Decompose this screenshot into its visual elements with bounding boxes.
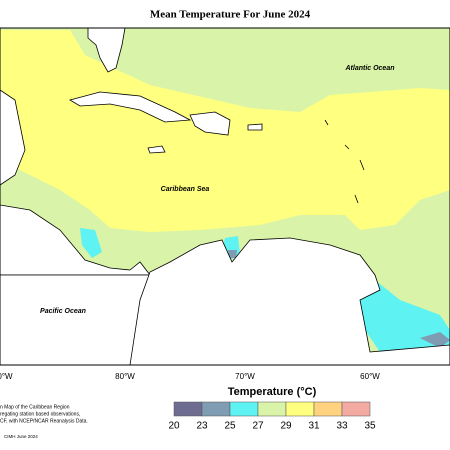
legend-swatch (285, 401, 315, 417)
legend-tick-label: 20 (168, 421, 180, 432)
longitude-label: 80°W (115, 372, 135, 381)
ocean-label: Caribbean Sea (161, 186, 210, 193)
map-title: Mean Temperature For June 2024 (150, 9, 311, 21)
legend-tick-label: 25 (224, 421, 236, 432)
longitude-label: 0°W (0, 372, 13, 381)
longitude-label: 70°W (235, 372, 255, 381)
legend-swatch (201, 401, 231, 417)
ocean-label: Atlantic Ocean (344, 65, 394, 72)
map-frame (0, 27, 450, 366)
legend-swatch (257, 401, 287, 417)
map (0, 27, 450, 366)
note: CF, with NCEP/NCAR Reanalysis Data. (0, 418, 88, 424)
legend-title: Temperature (°C) (228, 386, 317, 398)
legend-swatch (173, 401, 203, 417)
note: n Map of the Caribbean Region (0, 404, 70, 410)
legend-tick-label: 33 (336, 421, 348, 432)
legend-tick-label: 31 (308, 421, 320, 432)
legend-tick-label: 35 (364, 421, 376, 432)
note: regating station based observations, (0, 411, 80, 417)
ocean-label: Pacific Ocean (40, 308, 86, 315)
legend-swatch (229, 401, 259, 417)
longitude-label: 60°W (360, 372, 380, 381)
legend-swatch (341, 401, 371, 417)
legend: 20 23 25 27 29 31 33 35 (168, 401, 376, 432)
legend-tick-label: 27 (252, 421, 264, 432)
credit: CIMH June 2024 (4, 434, 38, 439)
legend-swatch (313, 401, 343, 417)
legend-tick-label: 23 (196, 421, 208, 432)
legend-tick-label: 29 (280, 421, 292, 432)
